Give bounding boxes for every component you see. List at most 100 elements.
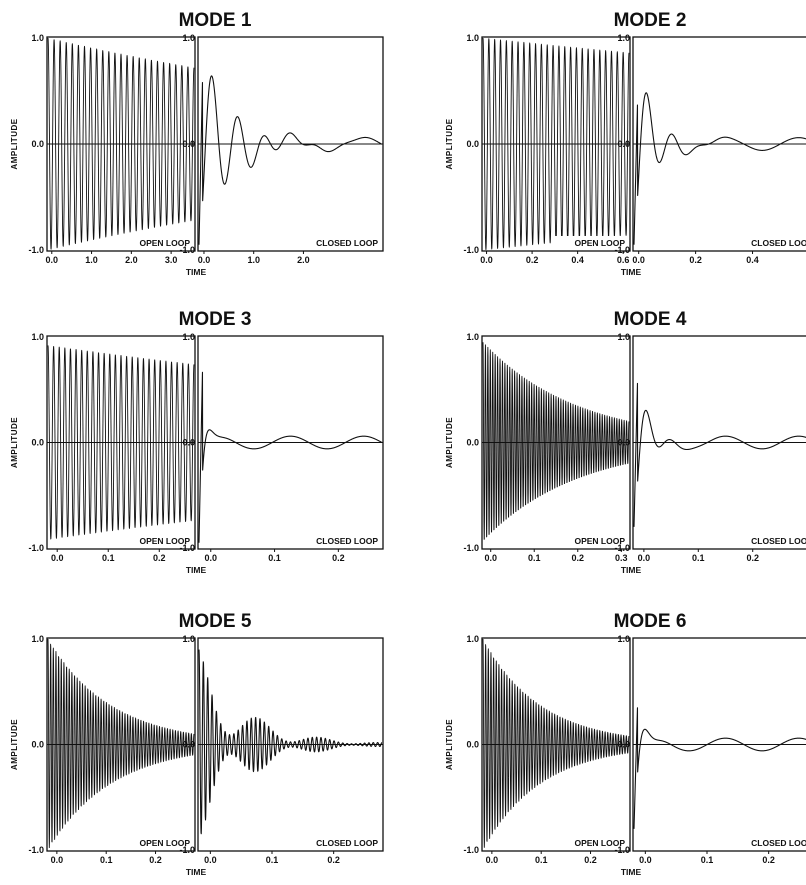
mode-panel-6: MODE 6 AMPLITUDE 1.0 0.0 -1.0 0.0 0.1 0.2 OPEN L…: [445, 611, 806, 877]
y-tick-label: -1.0: [179, 845, 195, 855]
x-tick-label: 0.1: [535, 855, 548, 865]
y-axis-label: AMPLITUDE: [10, 118, 19, 169]
y-tick-label: 0.0: [466, 139, 479, 149]
x-tick-label: 0.0: [205, 553, 218, 563]
y-axis-label: AMPLITUDE: [445, 719, 454, 770]
x-tick-label: 0.2: [572, 553, 585, 563]
x-tick-label: 0.0: [484, 553, 497, 563]
x-tick-label: 0.2: [689, 255, 702, 265]
closed-loop-label: CLOSED LOOP: [751, 238, 806, 248]
closed-loop-trace: [198, 649, 383, 835]
mode-panel-5: MODE 5 AMPLITUDE 1.0 0.0 -1.0 0.0 0.1 0.2 OPEN L…: [10, 611, 384, 877]
y-axis-label: AMPLITUDE: [445, 118, 454, 169]
x-tick-label: 0.1: [268, 553, 281, 563]
mode-title: MODE 6: [614, 611, 687, 632]
x-tick-label: 0.0: [46, 255, 59, 265]
y-tick-label: 0.0: [182, 740, 195, 750]
tag-background: [117, 836, 191, 848]
x-tick-label: 0.0: [198, 255, 211, 265]
x-tick-label: 0.2: [327, 855, 340, 865]
tag-background: [117, 236, 191, 248]
y-tick-label: 1.0: [31, 332, 44, 342]
y-axis-label: AMPLITUDE: [10, 417, 19, 468]
closed-loop-label: CLOSED LOOP: [751, 838, 806, 848]
y-tick-label: -1.0: [28, 845, 44, 855]
y-tick-label: 1.0: [182, 634, 195, 644]
tag-background: [117, 534, 191, 546]
x-tick-label: 0.2: [149, 855, 162, 865]
open-loop-label: OPEN LOOP: [574, 536, 625, 546]
x-tick-label: 0.6: [617, 255, 630, 265]
closed-loop-subplot: 1.0 0.0 -1.0 0.0 0.1 0.2 CLOSED LOOP: [179, 332, 384, 563]
y-tick-label: -1.0: [179, 543, 195, 553]
closed-loop-trace: [633, 382, 806, 527]
x-tick-label: 0.2: [746, 553, 759, 563]
y-tick-label: 0.0: [31, 438, 44, 448]
mode-panel-3: MODE 3 AMPLITUDE 1.0 0.0 -1.0 0.0 0.1 0.2 OPEN L…: [10, 309, 384, 575]
open-loop-label: OPEN LOOP: [574, 238, 625, 248]
open-loop-subplot: 1.0 0.0 -1.0 0.0 0.1 0.2 OPEN LOOP: [28, 332, 196, 563]
y-tick-label: -1.0: [463, 845, 479, 855]
y-tick-label: -1.0: [463, 543, 479, 553]
closed-loop-subplot: 1.0 0.0 -1.0 0.0 0.1 0.2 CLOSED LOOP: [179, 634, 384, 865]
tag-background: [552, 236, 626, 248]
open-loop-label: OPEN LOOP: [139, 536, 190, 546]
closed-loop-trace: [198, 371, 383, 543]
x-tick-label: 0.2: [153, 553, 166, 563]
x-tick-label: 0.0: [51, 553, 64, 563]
x-tick-label: 0.0: [51, 855, 64, 865]
y-tick-label: 0.0: [31, 139, 44, 149]
open-loop-label: OPEN LOOP: [139, 238, 190, 248]
x-tick-label: 0.2: [584, 855, 597, 865]
y-tick-label: 1.0: [617, 33, 630, 43]
tag-background: [291, 236, 379, 248]
y-tick-label: -1.0: [614, 543, 630, 553]
closed-loop-trace: [198, 75, 383, 245]
x-axis-label: TIME: [186, 867, 207, 877]
mode-title: MODE 2: [614, 10, 687, 31]
mode-title: MODE 5: [179, 611, 252, 632]
tag-background: [552, 534, 626, 546]
x-tick-label: 0.3: [615, 553, 628, 563]
closed-loop-label: CLOSED LOOP: [316, 838, 378, 848]
y-tick-label: -1.0: [614, 845, 630, 855]
x-tick-label: 0.1: [692, 553, 705, 563]
y-tick-label: -1.0: [463, 245, 479, 255]
open-loop-subplot: 1.0 0.0 -1.0 0.0 0.1 0.2 OPEN LOOP: [28, 634, 196, 865]
open-loop-trace: [47, 638, 195, 849]
closed-loop-label: CLOSED LOOP: [316, 536, 378, 546]
tag-background: [726, 836, 806, 848]
open-loop-trace: [482, 342, 630, 540]
mode-title: MODE 1: [179, 10, 252, 31]
x-axis-label: TIME: [621, 867, 642, 877]
open-loop-trace: [47, 37, 195, 250]
y-tick-label: 0.0: [182, 438, 195, 448]
y-tick-label: 1.0: [182, 332, 195, 342]
closed-loop-subplot: 1.0 0.0 -1.0 0.0 0.1 0.2 CLOSED LOOP: [614, 634, 806, 865]
y-tick-label: -1.0: [28, 543, 44, 553]
y-tick-label: 1.0: [617, 332, 630, 342]
x-tick-label: 0.2: [332, 553, 345, 563]
y-tick-label: 0.0: [617, 139, 630, 149]
y-tick-label: 0.0: [31, 740, 44, 750]
x-axis-label: TIME: [621, 565, 642, 575]
y-tick-label: 1.0: [182, 33, 195, 43]
x-tick-label: 0.0: [204, 855, 217, 865]
x-axis-label: TIME: [186, 565, 207, 575]
mode-title: MODE 3: [179, 309, 252, 330]
closed-loop-label: CLOSED LOOP: [751, 536, 806, 546]
y-tick-label: 1.0: [31, 33, 44, 43]
x-tick-label: 0.1: [528, 553, 541, 563]
y-tick-label: 0.0: [182, 139, 195, 149]
x-tick-label: 3.0: [165, 255, 178, 265]
x-tick-label: 0.0: [639, 855, 652, 865]
tag-background: [726, 534, 806, 546]
open-loop-subplot: 1.0 0.0 -1.0 0.0 0.1 0.2 OPEN LOOP: [463, 634, 631, 865]
y-tick-label: 1.0: [466, 634, 479, 644]
y-tick-label: -1.0: [614, 245, 630, 255]
x-tick-label: 0.0: [632, 255, 645, 265]
